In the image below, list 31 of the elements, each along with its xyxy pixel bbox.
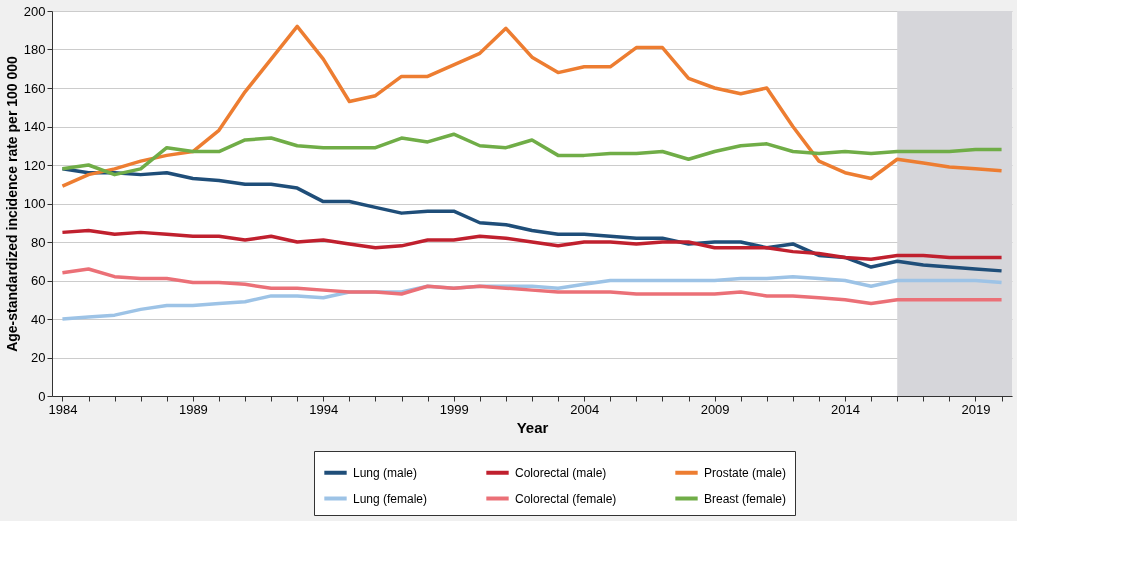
legend-label: Breast (female) [704, 491, 787, 506]
legend-label: Colorectal (female) [515, 491, 617, 506]
line-series [60, 24, 1004, 188]
x-tick-label: 2009 [700, 401, 730, 417]
legend-label: Prostate (male) [704, 465, 787, 480]
y-axis-title: Age-standardized incidence rate per 100 000 [3, 55, 20, 352]
line-series [60, 228, 1004, 262]
y-tick-label: 80 [31, 234, 46, 250]
x-tick-label: 1989 [178, 401, 208, 417]
y-tick-label: 120 [23, 157, 46, 173]
x-tick-label: 1984 [48, 401, 78, 417]
x-tick-label: 1999 [439, 401, 469, 417]
x-tick-label: 2004 [570, 401, 600, 417]
line-series [60, 267, 1004, 306]
y-tick-label: 200 [23, 3, 46, 19]
x-axis-title: Year [516, 418, 549, 436]
y-tick-label: 60 [31, 273, 46, 288]
legend-label: Lung (male) [353, 465, 418, 480]
y-tick-label: 20 [31, 350, 46, 365]
y-tick-label: 140 [23, 119, 46, 134]
x-tick-label: 2019 [961, 401, 991, 417]
line-series [60, 132, 1004, 177]
y-tick-label: 160 [23, 80, 46, 96]
legend-label: Lung (female) [353, 491, 428, 506]
y-tick-label: 100 [23, 196, 46, 211]
y-tick-label: 0 [38, 388, 46, 404]
legend-label: Colorectal (male) [515, 465, 607, 480]
x-tick-label: 2014 [831, 401, 860, 417]
y-tick-label: 40 [31, 311, 46, 327]
y-tick-label: 180 [23, 42, 46, 57]
x-tick-label: 1994 [309, 401, 339, 417]
